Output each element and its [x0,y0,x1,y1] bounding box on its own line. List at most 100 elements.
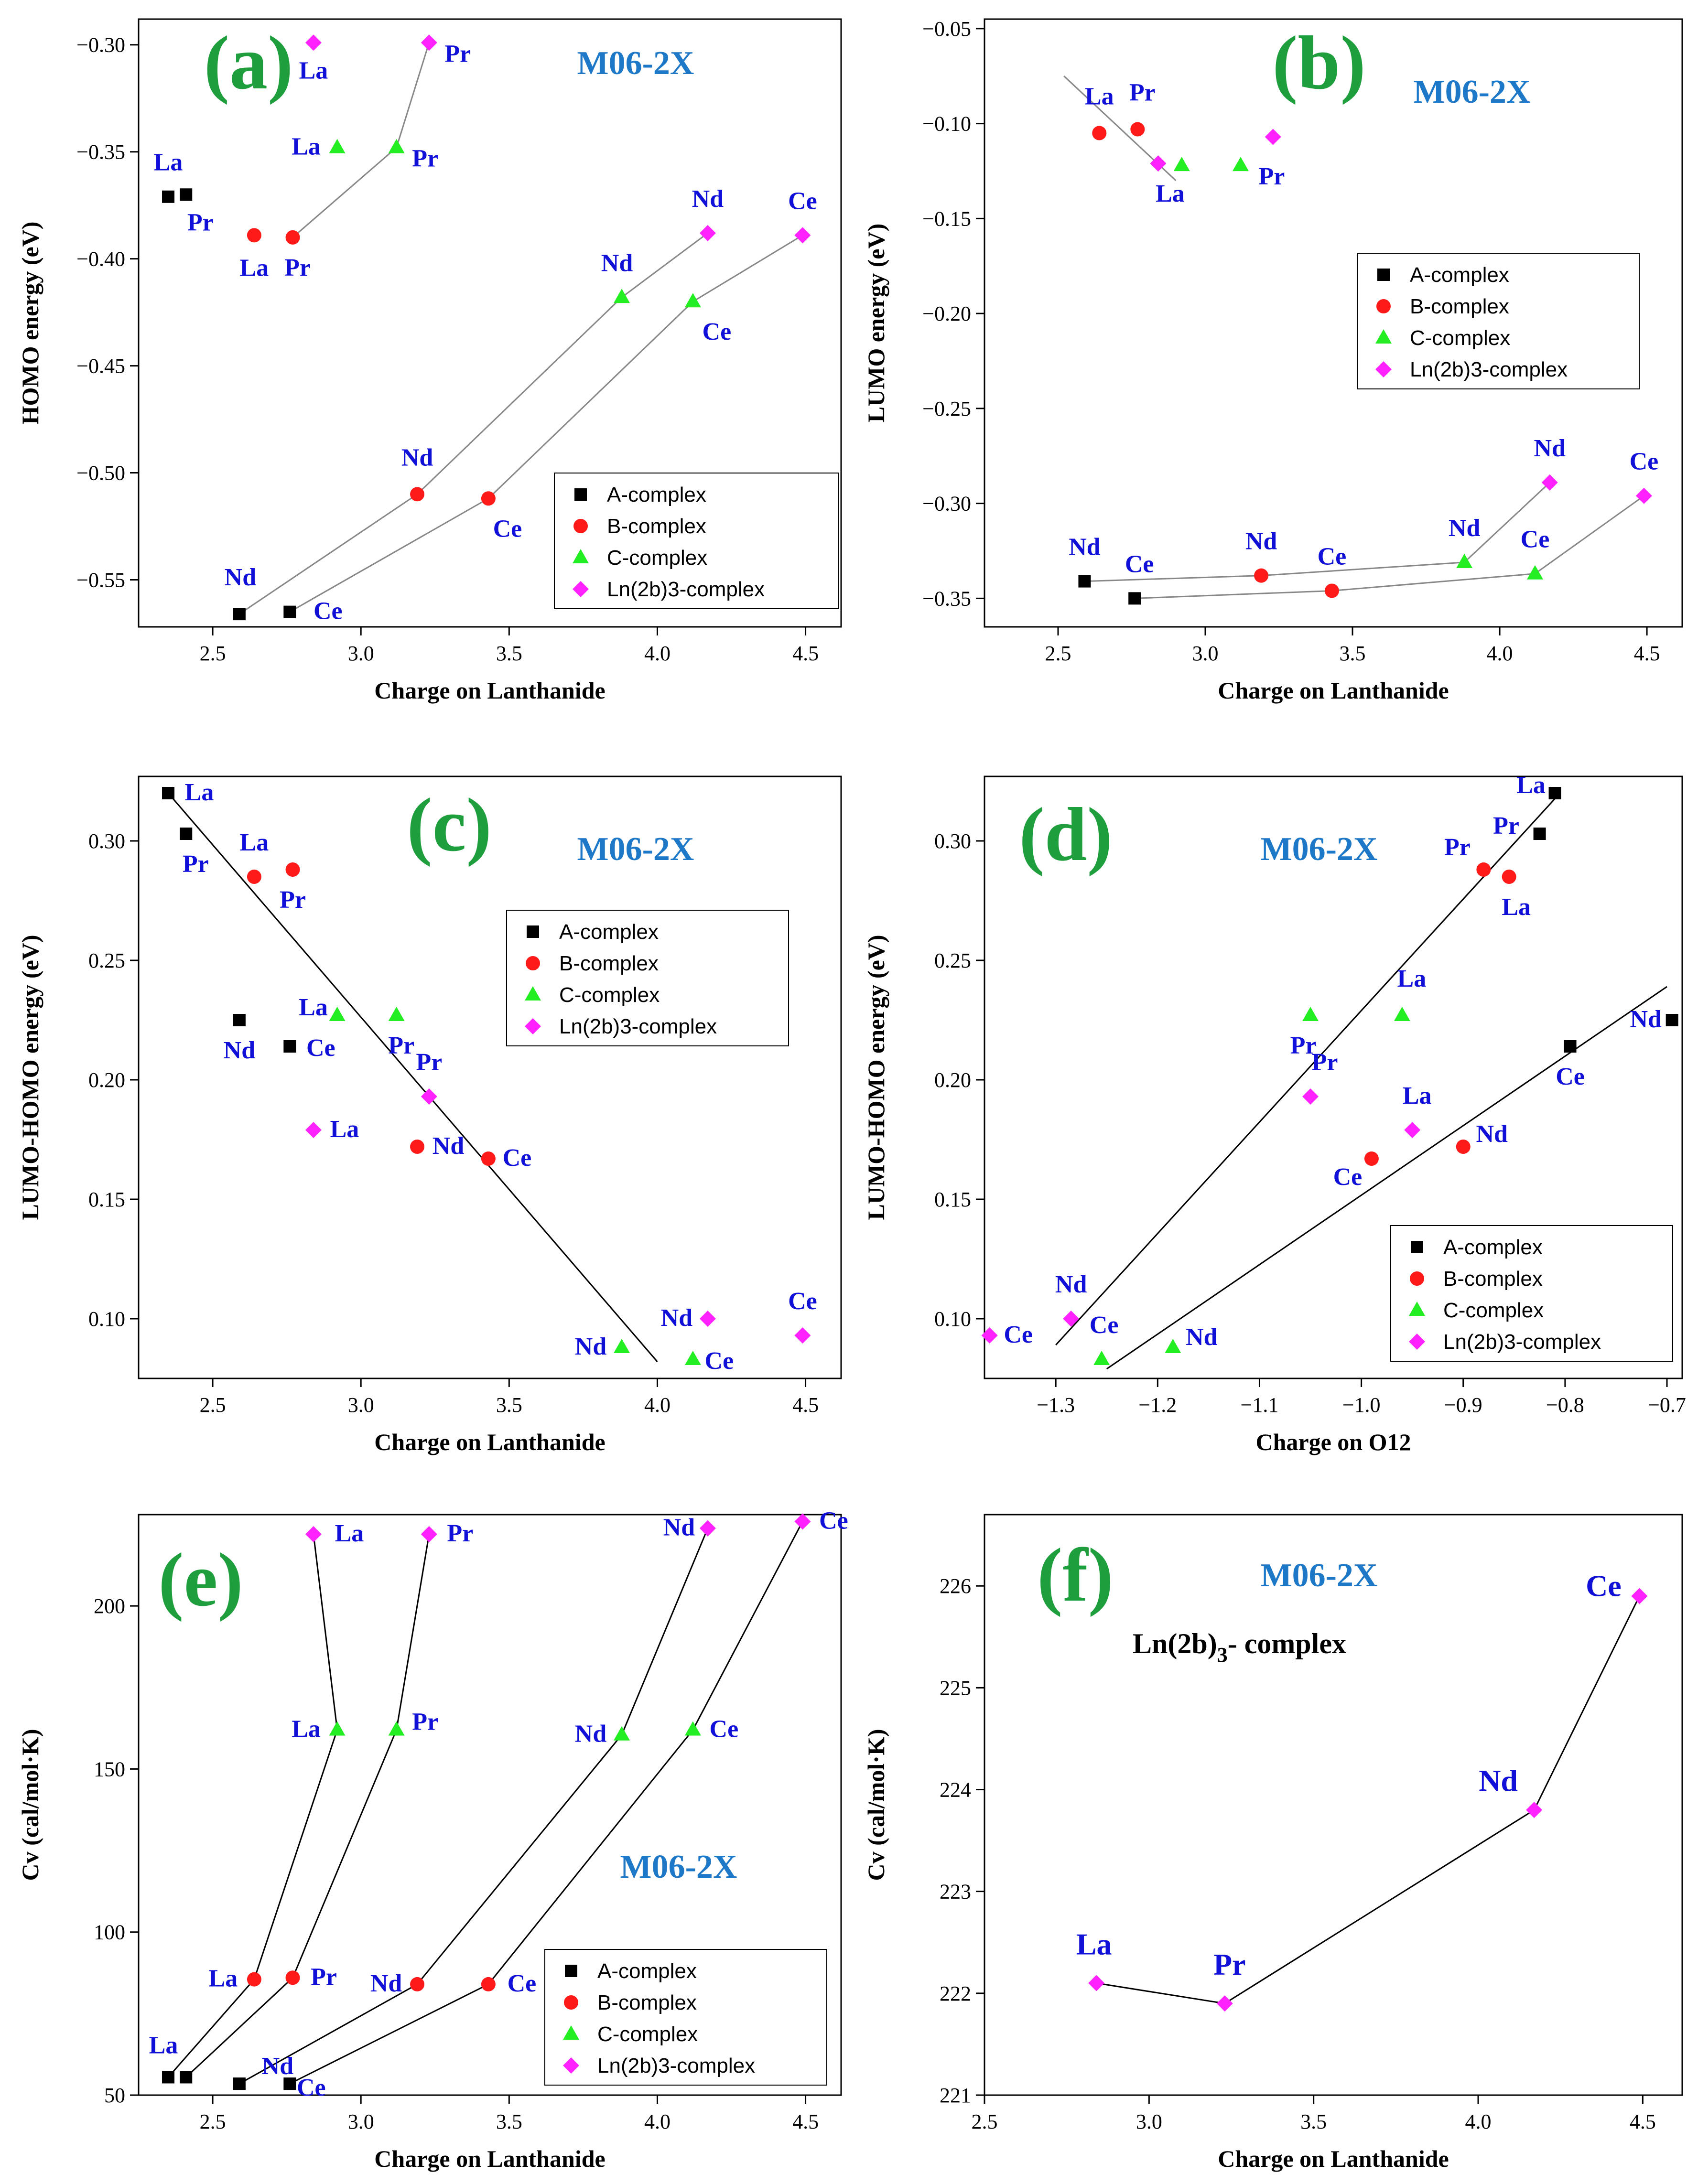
point-label: Nd [370,1970,402,1997]
legend-marker [563,2025,579,2040]
point-label: Ce [788,1288,817,1315]
y-axis-label: LUMO energy (eV) [863,224,889,423]
plot-frame [984,775,1683,1379]
point-label: Pr [412,145,438,172]
x-axis-label: Charge on Lanthanide [1218,677,1449,704]
point-label: Pr [1444,834,1471,861]
x-tick-label: 4.0 [1487,642,1513,665]
legend-marker [525,986,541,1001]
panel-tag: (a) [204,20,293,105]
point-label: Nd [601,249,633,277]
legend-label: B-complex [607,515,706,538]
panel-tag: (e) [158,1537,243,1622]
subtitle-subscript: 3 [1217,1643,1228,1667]
legend-box [1357,253,1640,389]
data-point [1302,1007,1319,1021]
point-label: Ce [314,598,343,625]
x-tick-label: 3.0 [1136,2110,1162,2133]
trend-line [289,1521,803,2085]
y-tick-label: 200 [94,1594,125,1618]
data-point [794,1513,811,1530]
legend-label: A-complex [597,1959,697,1983]
y-axis-label: LUMO-HOMO energy (eV) [17,935,43,1220]
point-label: Pr [1312,1049,1338,1076]
legend-label: A-complex [1410,263,1509,287]
x-axis-label: Charge on O12 [1256,1429,1411,1455]
y-tick-label: 225 [940,1676,971,1700]
x-tick-label: −1.2 [1138,1393,1177,1417]
point-label: La [1502,893,1531,921]
point-label: Ce [1125,550,1154,578]
data-point [1302,1088,1319,1105]
point-label: Nd [1630,1006,1662,1033]
x-tick-label: 4.5 [792,2110,819,2133]
point-label: Pr [412,1709,438,1736]
data-point [1232,157,1249,172]
x-tick-label: 3.5 [1340,642,1366,665]
legend-label: Ln(2b)3-complex [607,578,765,601]
x-tick-label: 4.5 [792,642,819,665]
x-tick-label: 2.5 [200,1393,226,1417]
point-label: La [335,1520,364,1547]
panel-tag: (b) [1272,20,1366,105]
x-tick-label: 4.5 [1634,642,1660,665]
legend-box [544,1949,827,2086]
data-point [481,1151,496,1166]
point-label: La [299,994,328,1021]
point-label: Ce [493,515,522,542]
data-point [305,1526,322,1542]
point-label: Pr [1259,163,1285,190]
point-label: Ce [1521,526,1550,553]
x-tick-label: −0.9 [1444,1393,1482,1417]
y-tick-label: 150 [94,1757,125,1781]
x-tick-label: 3.0 [1192,642,1219,665]
point-label: Nd [575,1333,607,1360]
legend: A-complex B-complex C-complex Ln(2b)3-compl… [554,473,839,609]
legend-label: B-complex [559,952,659,975]
legend-label: Ln(2b)3-complex [597,2054,755,2077]
legend-marker [564,1995,578,2010]
legend-label: B-complex [1443,1267,1543,1291]
plot-frame [984,18,1683,628]
legend-label: C-complex [1410,326,1510,350]
data-point [162,2071,175,2084]
legend-marker [565,1965,577,1977]
point-label: Nd [1055,1271,1087,1298]
y-tick-label: −0.40 [76,247,125,271]
y-tick-label: 0.30 [934,829,971,853]
point-label: Pr [187,209,214,236]
point-label: Nd [401,444,433,471]
y-tick-label: 222 [940,1982,971,2005]
y-tick-label: 224 [940,1778,971,1802]
y-tick-label: 226 [940,1574,971,1598]
data-point [233,608,246,621]
point-label: Ce [297,2074,326,2101]
data-point [1394,1007,1410,1021]
point-label: La [240,829,269,856]
y-tick-label: 0.25 [934,949,971,972]
y-tick-label: 0.20 [934,1068,971,1092]
data-point [329,139,346,153]
data-point [1088,1975,1105,1991]
legend: A-complex B-complex C-complex Ln(2b)3-compl… [506,910,789,1046]
x-axis-label: Charge on Lanthanide [1218,2145,1449,2172]
x-tick-label: 4.0 [644,1393,671,1417]
data-point [285,1970,300,1985]
data-point [699,1311,716,1327]
data-point [410,1977,425,1991]
x-axis-label: Charge on Lanthanide [374,1429,605,1455]
legend-label: B-complex [1410,295,1509,318]
point-label: Nd [575,1721,607,1748]
plot-frame [138,1514,842,2096]
data-point [1456,553,1473,568]
x-tick-label: 3.5 [496,1393,522,1417]
data-point [1364,1151,1379,1166]
panel-subtitle: Ln(2b)3- complex [1133,1628,1346,1667]
data-point [1324,583,1339,598]
point-label: Ce [508,1970,537,1997]
point-label: Nd [692,185,724,213]
data-point [162,787,175,799]
point-label: Pr [284,254,311,281]
point-label: Ce [1630,448,1659,475]
data-point [684,1351,701,1365]
